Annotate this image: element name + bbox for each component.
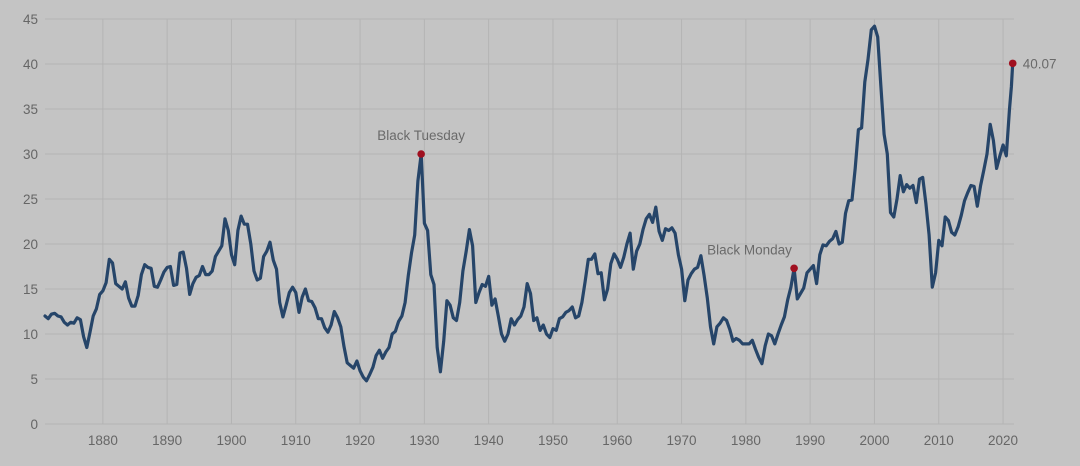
x-tick-label: 1890 — [152, 433, 182, 448]
y-tick-label: 35 — [23, 102, 38, 117]
x-tick-label: 1940 — [474, 433, 504, 448]
last-point-value-label: 40.07 — [1023, 56, 1057, 71]
annotations: Black Tuesday Black Monday — [377, 128, 798, 273]
x-tick-label: 1910 — [281, 433, 311, 448]
last-point: 40.07 — [1008, 56, 1057, 71]
y-tick-label: 15 — [23, 282, 38, 297]
x-tick-label: 1960 — [602, 433, 632, 448]
x-tick-label: 1880 — [88, 433, 118, 448]
x-tick-label: 1920 — [345, 433, 375, 448]
x-tick-label: 1980 — [731, 433, 761, 448]
series-line — [43, 24, 1015, 383]
x-tick-label: 2010 — [924, 433, 954, 448]
x-tick-label: 1990 — [795, 433, 825, 448]
last-point-marker — [1008, 59, 1017, 68]
annotation-label: Black Monday — [707, 242, 792, 257]
vertical-gridlines — [102, 19, 1004, 424]
x-tick-label: 1970 — [667, 433, 697, 448]
y-axis-tick-labels: 0 5 10 15 20 25 30 35 40 45 — [23, 12, 38, 432]
y-tick-label: 0 — [30, 417, 38, 432]
y-tick-label: 45 — [23, 12, 38, 27]
annotation-marker — [417, 150, 425, 158]
y-tick-label: 5 — [30, 372, 38, 387]
x-tick-label: 1900 — [216, 433, 246, 448]
x-tick-label: 2020 — [988, 433, 1018, 448]
horizontal-gridlines — [45, 18, 1014, 425]
x-axis-tick-labels: 1880 1890 1900 1910 1920 1930 1940 1950 1960 1970… — [88, 433, 1018, 448]
y-tick-label: 25 — [23, 192, 38, 207]
y-tick-label: 40 — [23, 57, 38, 72]
x-tick-label: 1950 — [538, 433, 568, 448]
y-tick-label: 10 — [23, 327, 38, 342]
y-tick-label: 30 — [23, 147, 38, 162]
annotation-label: Black Tuesday — [377, 128, 465, 143]
annotation-marker — [790, 264, 798, 273]
x-tick-label: 1930 — [409, 433, 439, 448]
y-tick-label: 20 — [23, 237, 38, 252]
x-tick-label: 2000 — [859, 433, 889, 448]
